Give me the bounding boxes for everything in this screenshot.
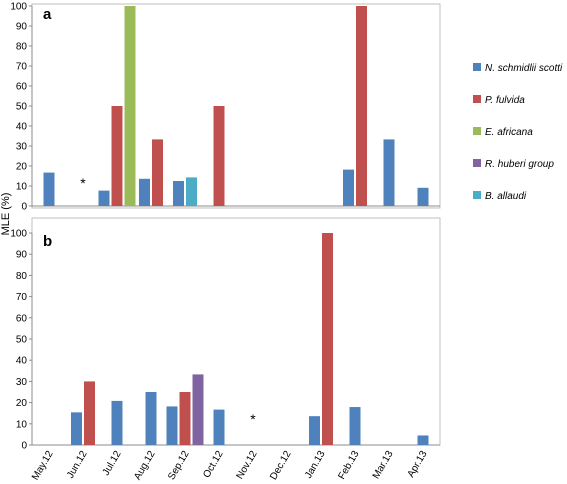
y-tick-label: 70 [16, 292, 28, 303]
x-tick-label: Jan.13 [303, 449, 328, 481]
bar-n-schmidlii-scotti-oct-12 [213, 409, 225, 445]
y-tick-label: 90 [16, 250, 28, 261]
bar-n-schmidlii-scotti-feb-13 [349, 407, 361, 445]
bar-n-schmidlii-scotti-sep-12 [173, 181, 184, 206]
legend-swatch-b-allaudi [473, 191, 481, 199]
y-tick-label: 80 [16, 42, 28, 53]
y-tick-label: 40 [16, 122, 28, 133]
panel-label-a: a [43, 6, 52, 23]
y-tick-label: 80 [16, 271, 28, 282]
x-tick-label: Sep.12 [166, 449, 192, 482]
y-tick-label: 100 [10, 2, 27, 13]
legend: N. schmidlii scotti P. fulvida E. africana… [473, 63, 563, 202]
plot-panels: 0 10 20 30 40 50 60 70 80 90 100 a * 0 10 20 30 40 50 60 70 8… [10, 2, 441, 452]
x-tick-label: Nov.12 [235, 449, 260, 482]
legend-swatch-n-schmidlii-scotti [473, 63, 481, 71]
bar-n-schmidlii-scotti-jun-12 [71, 412, 82, 445]
y-tick-label: 50 [16, 102, 28, 113]
x-tick-label: Mar.13 [371, 449, 396, 481]
bar-n-schmidlii-scotti-jul-12 [111, 400, 123, 445]
annotation-asterisk: * [250, 411, 256, 427]
y-tick-label: 20 [16, 398, 28, 409]
legend-label-n-schmidlii-scotti: N. schmidlii scotti [485, 63, 563, 74]
y-tick-label: 20 [16, 162, 28, 173]
bar-n-schmidlii-scotti-jul-12 [98, 190, 110, 206]
bar-r-huberi-group-sep-12 [192, 374, 204, 445]
y-tick-label: 30 [16, 142, 28, 153]
bar-p-fulvida-jul-12 [111, 106, 123, 206]
y-tick-label: 50 [16, 335, 28, 346]
x-tick-label: Aug.12 [132, 449, 158, 482]
legend-swatch-r-huberi-group [473, 159, 481, 167]
bar-n-schmidlii-scotti-feb-13 [343, 169, 354, 206]
plot-frame [31, 3, 441, 209]
bar-n-schmidlii-scotti-may-12 [43, 172, 55, 206]
y-tick-label: 0 [21, 202, 27, 213]
y-tick-label: 40 [16, 356, 28, 367]
y-tick-label: 10 [16, 419, 28, 430]
legend-label-r-huberi-group: R. huberi group [485, 159, 554, 170]
bar-n-schmidlii-scotti-aug-12 [145, 392, 157, 445]
panel-label-b: b [43, 233, 52, 250]
bar-n-schmidlii-scotti-apr-13 [417, 187, 429, 206]
y-tick-label: 0 [21, 441, 27, 452]
x-tick-label: Jul.12 [101, 449, 124, 478]
x-tick-label: Apr.13 [406, 449, 430, 480]
y-tick-label: 100 [10, 229, 27, 240]
bar-p-fulvida-aug-12 [152, 139, 163, 206]
y-axis-label: MLE (%) [0, 193, 12, 236]
x-tick-label: Jun.12 [65, 449, 90, 481]
bar-p-fulvida-oct-12 [213, 106, 225, 206]
annotation-asterisk: * [80, 175, 86, 191]
y-tick-label: 60 [16, 82, 28, 93]
y-tick-label: 70 [16, 62, 28, 73]
bar-n-schmidlii-scotti-jan-13 [309, 416, 320, 445]
bar-p-fulvida-sep-12 [179, 392, 191, 445]
y-tick-label: 90 [16, 22, 28, 33]
bar-n-schmidlii-scotti-apr-13 [417, 435, 429, 445]
x-tick-label: Dec.12 [268, 449, 294, 482]
legend-swatch-e-africana [473, 127, 481, 135]
bar-p-fulvida-jun-12 [84, 381, 95, 445]
bar-n-schmidlii-scotti-mar-13 [383, 139, 395, 206]
legend-label-b-allaudi: B. allaudi [485, 191, 527, 202]
panel-b: 0 10 20 30 40 50 60 70 80 90 100 b * [10, 217, 441, 452]
y-tick-label: 60 [16, 313, 28, 324]
legend-swatch-p-fulvida [473, 95, 481, 103]
bar-p-fulvida-jan-13 [322, 233, 333, 445]
legend-label-e-africana: E. africana [485, 127, 533, 138]
bar-p-fulvida-feb-13 [356, 6, 367, 206]
legend-label-p-fulvida: P. fulvida [485, 95, 525, 106]
bar-n-schmidlii-scotti-aug-12 [139, 178, 150, 206]
x-axis-labels: May.12 Jun.12 Jul.12 Aug.12 Sep.12 Oct.12 Nov.… [30, 449, 430, 483]
x-tick-label: May.12 [30, 449, 56, 483]
panel-a: 0 10 20 30 40 50 60 70 80 90 100 a * [10, 2, 441, 213]
x-tick-label: Feb.13 [337, 449, 362, 482]
bar-b-allaudi-sep-12 [186, 177, 197, 206]
y-tick-label: 10 [16, 182, 28, 193]
bar-e-africana-jul-12 [124, 6, 136, 206]
x-tick-label: Oct.12 [201, 449, 225, 480]
bar-n-schmidlii-scotti-sep-12 [166, 406, 178, 445]
y-tick-label: 30 [16, 377, 28, 388]
